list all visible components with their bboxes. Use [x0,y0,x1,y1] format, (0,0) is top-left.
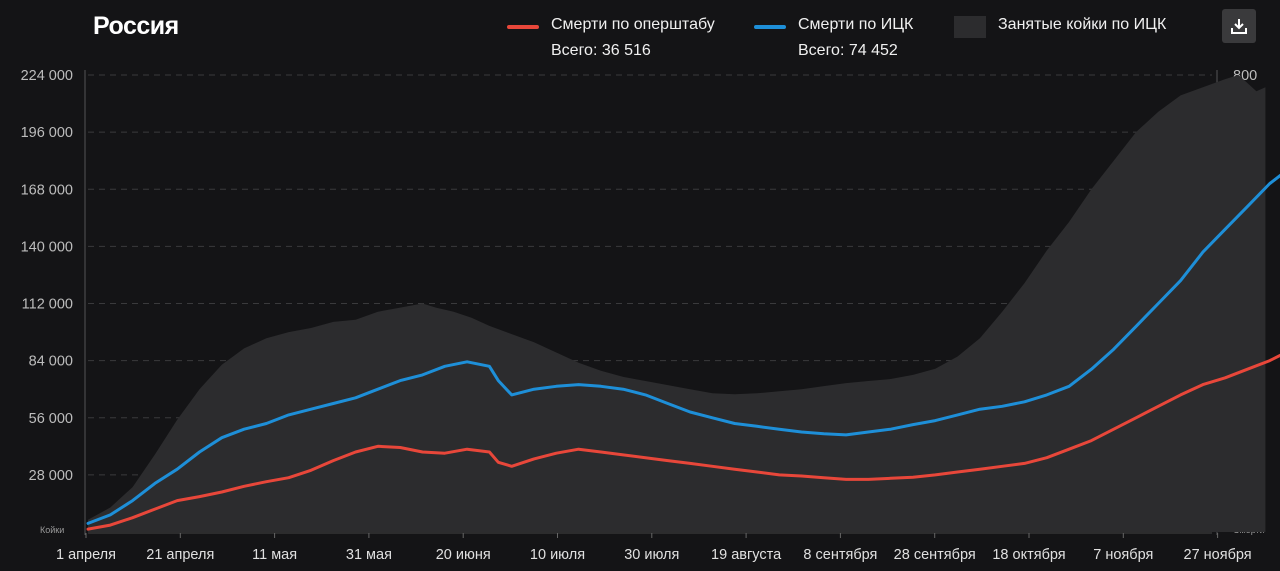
legend-swatch-opershtab [507,25,539,29]
left-axis-tick-label: 84 000 [29,354,73,370]
chart-title: Россия [93,12,179,40]
x-axis-tick-label: 18 октября [992,547,1065,563]
legend-swatch-beds [954,16,986,38]
x-axis-tick-label: 19 августа [711,547,782,563]
legend: Смерти по оперштабу Всего: 36 516 Смерти… [0,16,1280,66]
legend-total-opershtab: Всего: 36 516 [551,42,651,59]
left-axis-tick-label: 112 000 [22,297,73,313]
download-button[interactable] [1222,9,1256,43]
x-axis-tick-label: 1 апреля [56,547,116,563]
left-axis-tick-label: 56 000 [29,411,73,427]
left-axis-tick-label: 168 000 [21,182,73,198]
line-series-opershtab [86,353,1280,531]
legend-total-ick: Всего: 74 452 [798,42,898,59]
left-axis-tick-label: 224 000 [21,68,73,84]
x-axis-tick-label: 28 сентября [894,547,976,563]
download-icon [1231,19,1247,34]
x-axis-tick-label: 11 мая [252,547,297,563]
left-axis-tick-label: 196 000 [21,125,73,141]
line-series-ick [86,173,1280,525]
legend-label-beds: Занятые койки по ИЦК [998,16,1167,33]
x-axis-tick-label: 20 июня [436,547,491,563]
legend-swatch-ick [754,25,786,29]
legend-label-ick: Смерти по ИЦК [798,16,914,33]
x-axis-tick-label: 10 июля [530,547,585,563]
left-axis-label: Койки [40,525,64,535]
x-axis-tick-label: 30 июля [624,547,679,563]
x-axis-tick-label: 27 ноября [1184,547,1252,563]
x-axis-tick-label: 31 мая [346,547,392,563]
left-axis-tick-label: 28 000 [29,468,73,484]
x-axis-tick-label: 7 ноября [1093,547,1153,563]
area-series-beds [88,75,1266,532]
x-axis-tick-label: 8 сентября [803,547,877,563]
x-axis-tick-label: 21 апреля [146,547,214,563]
legend-label-opershtab: Смерти по оперштабу [551,16,715,33]
left-axis-tick-label: 140 000 [21,239,73,255]
